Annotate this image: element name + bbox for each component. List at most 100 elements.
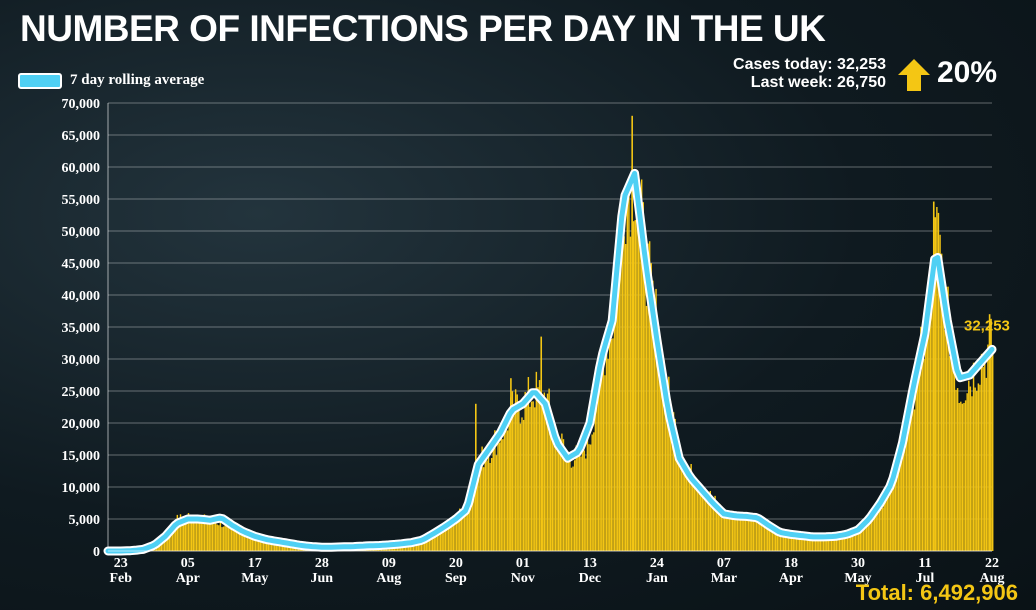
bar [173, 523, 175, 551]
bar [666, 397, 668, 551]
bar [752, 517, 755, 551]
bar [617, 290, 619, 551]
bar [952, 354, 954, 551]
bar [602, 351, 605, 551]
bar [743, 518, 745, 551]
bar [484, 456, 487, 551]
bar [923, 359, 925, 551]
bar [449, 520, 451, 551]
x-tick-month: Aug [376, 571, 401, 586]
bar [864, 527, 866, 551]
bar [811, 538, 814, 551]
bar [865, 522, 868, 551]
last-week: Last week: 26,750 [750, 74, 886, 91]
bar [762, 525, 764, 551]
bar [987, 344, 989, 551]
bar [813, 536, 815, 551]
bar [735, 515, 737, 551]
bar [739, 512, 742, 551]
bar [532, 401, 534, 551]
bar [170, 524, 172, 551]
bar [720, 509, 723, 551]
bar [977, 383, 980, 551]
bar [545, 414, 547, 551]
bar-spike [631, 115, 633, 552]
bar [821, 537, 823, 551]
bar [696, 488, 699, 551]
bar [849, 530, 852, 551]
bar [467, 509, 469, 551]
bar [564, 448, 566, 551]
bar [736, 516, 739, 551]
bar [275, 542, 277, 551]
bar [248, 535, 250, 551]
bar [167, 531, 169, 551]
x-tick-month: Aug [980, 571, 1005, 586]
bar [738, 518, 740, 551]
bar [556, 433, 558, 551]
y-tick-label: 45,000 [62, 257, 101, 272]
bar [272, 541, 274, 551]
bar [535, 371, 538, 551]
bar [623, 236, 625, 551]
bar [264, 538, 266, 551]
x-tick-day: 18 [784, 556, 798, 571]
bar [829, 536, 831, 551]
x-tick-day: 05 [181, 556, 195, 571]
bar [899, 449, 901, 551]
bar [256, 537, 258, 551]
bar [197, 521, 199, 551]
y-tick-label: 35,000 [62, 321, 101, 336]
bar [870, 514, 873, 551]
bar [479, 458, 482, 551]
y-tick-label: 5,000 [69, 513, 101, 528]
bar [481, 446, 483, 551]
x-tick-day: 30 [851, 556, 865, 571]
bar [757, 518, 759, 551]
bar [741, 513, 743, 551]
bar [891, 478, 893, 551]
bar [885, 497, 887, 551]
bar-spike [932, 201, 935, 551]
bar [945, 286, 948, 551]
bar [500, 438, 502, 551]
bar-spike [988, 314, 991, 551]
bar [240, 532, 242, 551]
bar [770, 524, 772, 551]
chart-title: NUMBER OF INFECTIONS PER DAY IN THE UK [20, 8, 826, 49]
bar [550, 409, 552, 551]
bar [931, 269, 933, 551]
bar [960, 401, 962, 551]
bar [492, 436, 494, 551]
bar [814, 538, 817, 551]
bar [192, 519, 195, 551]
x-tick-day: 22 [985, 556, 999, 571]
bar [452, 515, 455, 551]
bar [901, 454, 903, 551]
bar [451, 520, 453, 551]
bar [640, 179, 643, 551]
bar [425, 538, 427, 551]
bar [845, 536, 847, 551]
bar [842, 534, 844, 551]
bar [554, 428, 557, 551]
bar [189, 514, 191, 551]
bar [495, 455, 498, 551]
bar [441, 526, 443, 551]
bar [639, 194, 641, 551]
bar [476, 461, 479, 551]
bar [774, 527, 777, 551]
bar [567, 451, 569, 551]
bar [257, 539, 260, 551]
rolling-average-series [103, 168, 997, 556]
x-tick-day: 07 [717, 556, 731, 571]
x-tick-day: 17 [248, 556, 262, 571]
bar [656, 359, 659, 551]
bar-series [109, 115, 994, 552]
